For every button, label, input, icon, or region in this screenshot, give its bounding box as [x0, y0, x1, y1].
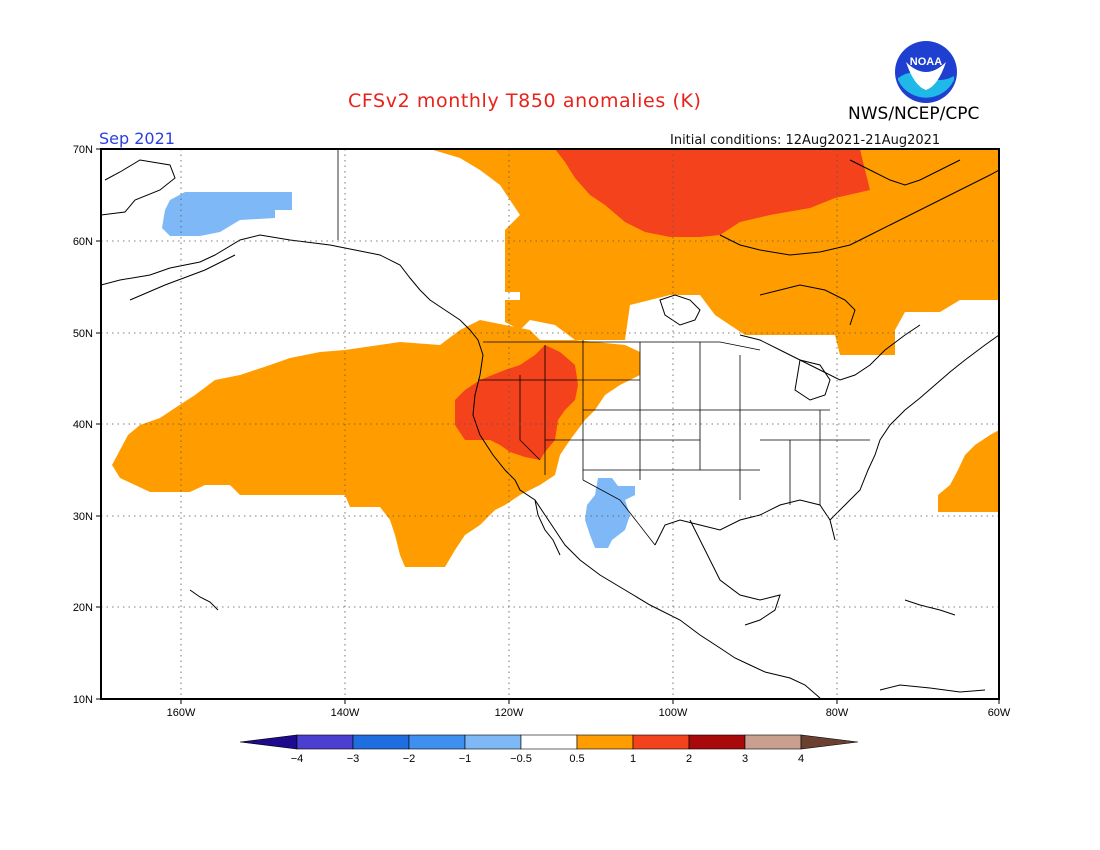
warm-anomaly-north [430, 149, 999, 355]
agency-label: NWS/NCEP/CPC [848, 104, 980, 124]
lat-label: 60N [73, 236, 93, 248]
lat-label: 30N [73, 511, 93, 523]
lon-label: 60W [988, 707, 1011, 719]
lat-label: 50N [73, 328, 93, 340]
anomaly-fields [112, 149, 999, 567]
lon-label: 100W [659, 707, 688, 719]
map-title: CFSv2 monthly T850 anomalies (K) [348, 90, 702, 112]
warm-anomaly-atlantic [938, 430, 999, 512]
noaa-logo-text: NOAA [910, 56, 942, 68]
strong-warm-anomaly-west [455, 345, 578, 460]
forecast-month: Sep 2021 [99, 129, 175, 148]
axis-ticks [96, 148, 1000, 704]
political-borders [337, 150, 870, 546]
initial-conditions: Initial conditions: 12Aug2021-21Aug2021 [670, 133, 941, 148]
lat-label: 40N [73, 419, 93, 431]
coastlines [101, 159, 999, 699]
lat-label: 20N [73, 602, 93, 614]
lon-label: 140W [331, 707, 360, 719]
noaa-logo: NOAA [895, 41, 957, 103]
lon-label: 80W [826, 707, 849, 719]
lon-label: 120W [495, 707, 524, 719]
latitude-labels: 70N 60N 50N 40N 30N 20N 10N [73, 144, 93, 706]
longitude-labels: 160W 140W 120W 100W 80W 60W [167, 707, 1011, 719]
lat-label: 70N [73, 144, 93, 156]
lat-label: 10N [73, 694, 93, 706]
cool-anomaly-alaska [162, 192, 292, 236]
cool-anomaly-mexico [585, 478, 635, 548]
gridlines [101, 149, 999, 699]
strong-warm-anomaly-north [555, 149, 870, 237]
lon-label: 160W [167, 707, 196, 719]
